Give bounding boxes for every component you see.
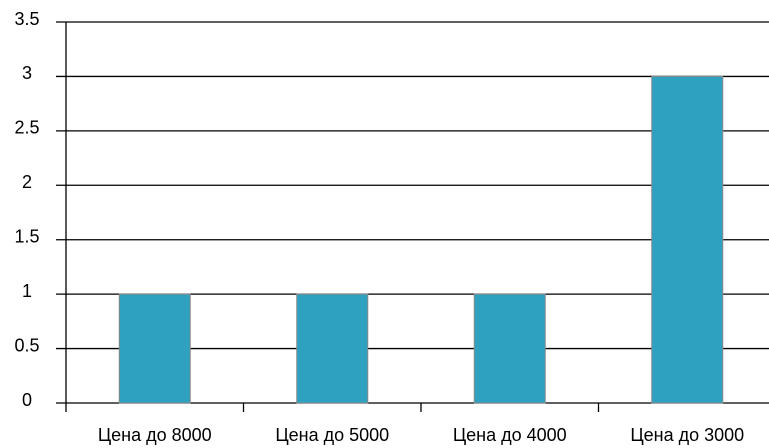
y-tick-label: 0.5 [14,335,39,355]
bar [118,293,191,404]
x-tick-label: Цена до 3000 [630,425,744,445]
y-tick-label: 1 [22,281,32,301]
y-tick-label: 2.5 [14,118,39,138]
bar [473,293,546,404]
bar [651,75,724,404]
y-tick-label: 1.5 [14,226,39,246]
x-tick-label: Цена до 8000 [98,425,212,445]
bar [296,293,369,404]
y-tick-label: 0 [22,390,32,410]
y-tick-label: 2 [22,172,32,192]
y-tick-label: 3.5 [14,9,39,29]
y-tick-label: 3 [22,63,32,83]
x-tick-label: Цена до 4000 [453,425,567,445]
x-tick-label: Цена до 5000 [275,425,389,445]
